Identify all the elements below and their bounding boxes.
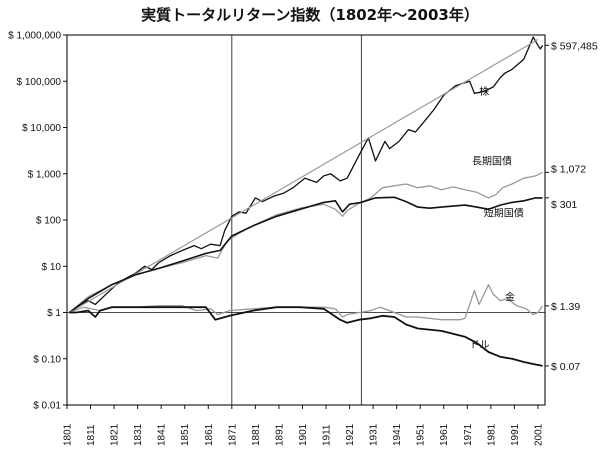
end-value-label: $ 0.07 — [551, 361, 580, 373]
x-tick-label: 1881 — [251, 423, 262, 446]
series-label: ドル — [470, 340, 490, 351]
y-tick-label: $ 0.01 — [33, 401, 61, 412]
y-axis-ticks: $ 1,000,000 $ 100,000 $ 10,000 $ 1,000 $ 100… — [8, 31, 67, 412]
series-label: 金 — [505, 291, 515, 304]
x-tick-label: 1971 — [463, 423, 474, 446]
end-value-label: $ 301 — [551, 199, 577, 211]
end-value-label: $ 1.39 — [551, 301, 580, 313]
end-value-label: $ 1,072 — [551, 163, 586, 175]
series-line — [69, 306, 543, 367]
x-tick-label: 1831 — [133, 423, 144, 446]
x-tick-label: 1801 — [63, 423, 74, 446]
y-tick-label: $ 1,000,000 — [8, 31, 61, 42]
series-line — [69, 38, 539, 314]
y-tick-label: $ 10,000 — [22, 123, 61, 134]
x-tick-label: 1891 — [274, 423, 285, 446]
x-tick-label: 1941 — [392, 423, 403, 446]
x-tick-label: 1921 — [345, 423, 356, 446]
series-layer — [68, 36, 544, 367]
end-value-label: $ 597,485 — [551, 40, 598, 52]
y-tick-label: $ 100 — [36, 216, 61, 227]
x-axis-ticks: 1801 1811 1821 1831 1841 1851 1861 1871 1881 1891… — [63, 405, 544, 446]
x-tick-label: 2001 — [533, 423, 544, 446]
y-tick-label: $ 100,000 — [17, 77, 62, 88]
x-tick-label: 1901 — [298, 423, 309, 446]
y-tick-label: $ 1,000 — [28, 169, 62, 180]
series-label: 株 — [479, 85, 489, 98]
x-tick-label: 1871 — [227, 423, 238, 446]
end-labels: $ 597,485 $ 1,072 $ 301 $ 1.39 $ 0.07 — [545, 40, 598, 373]
x-tick-label: 1981 — [486, 423, 497, 446]
y-tick-label: $ 0.10 — [33, 354, 61, 365]
grid-layer — [67, 35, 545, 405]
x-tick-label: 1961 — [439, 423, 450, 446]
x-tick-label: 1811 — [86, 424, 97, 446]
series-line — [68, 196, 543, 314]
x-tick-label: 1841 — [157, 423, 168, 446]
y-tick-label: $ 10 — [42, 262, 62, 273]
series-line — [69, 36, 544, 314]
x-tick-label: 1951 — [416, 423, 427, 446]
series-label: 短期国債 — [484, 206, 524, 219]
series-line — [69, 284, 544, 321]
x-tick-label: 1851 — [180, 423, 191, 446]
x-tick-label: 1991 — [510, 423, 521, 446]
x-tick-label: 1821 — [110, 423, 121, 446]
x-tick-label: 1911 — [322, 424, 333, 446]
series-line — [68, 171, 543, 313]
x-tick-label: 1861 — [204, 423, 215, 446]
chart-title: 実質トータルリターン指数（1802年～2003年） — [141, 6, 479, 24]
y-tick-label: $ 1 — [47, 308, 61, 319]
x-tick-label: 1931 — [369, 423, 380, 446]
series-label: 長期国債 — [472, 154, 512, 167]
